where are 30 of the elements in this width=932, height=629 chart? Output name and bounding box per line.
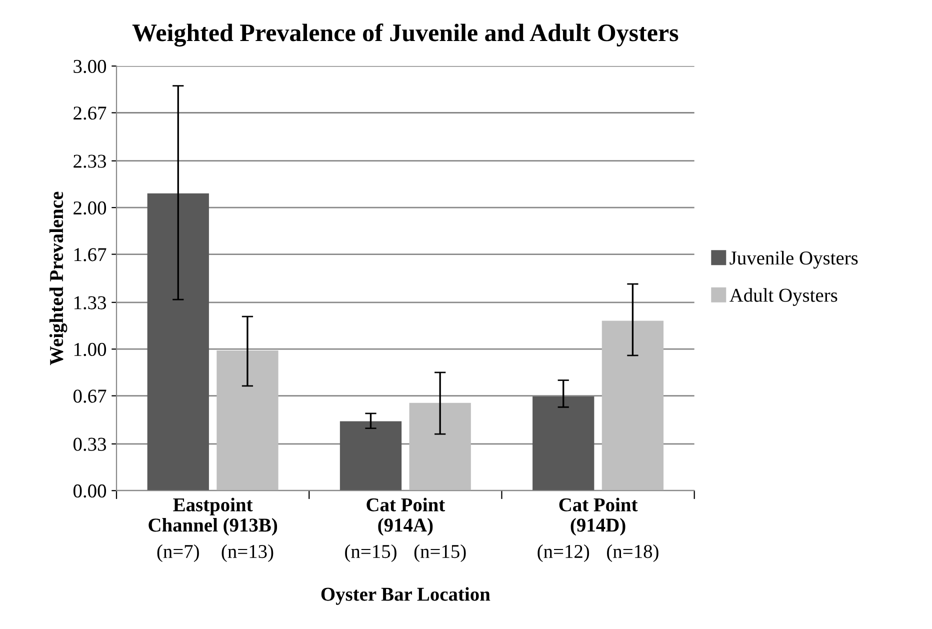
x-tick-label: Eastpoint Channel (913B) xyxy=(148,498,278,536)
text: (n=7) xyxy=(157,544,199,562)
y-tick-label: 1.00 xyxy=(74,342,106,356)
bar xyxy=(216,350,278,491)
x-tick-label: Cat Point (914A) xyxy=(366,498,446,536)
chart-title: Weighted Prevalence of Juvenile and Adult Oysters xyxy=(132,23,678,47)
bar xyxy=(340,421,402,491)
text: (n=13) xyxy=(222,544,274,562)
text: (n=15) xyxy=(414,544,466,562)
y-tick-label: 1.33 xyxy=(74,296,106,310)
y-axis-title: Weighted Prevalence xyxy=(49,192,68,366)
x-axis-title: Oyster Bar Location xyxy=(321,587,490,605)
bar xyxy=(147,193,209,491)
text: (n=12) xyxy=(538,544,590,562)
bar xyxy=(532,396,594,491)
y-tick-label: 2.33 xyxy=(74,154,106,168)
y-tick-label: 0.00 xyxy=(73,484,106,498)
bar xyxy=(602,320,664,491)
y-tick-label: 3.00 xyxy=(74,60,106,74)
y-tick-label: 0.33 xyxy=(73,438,106,451)
text: (n=18) xyxy=(607,544,658,562)
bar xyxy=(409,402,471,491)
text: (n=15) xyxy=(345,544,396,562)
y-tick-label: 2.00 xyxy=(74,201,106,215)
y-tick-label: 0.67 xyxy=(73,390,106,403)
legend-label: Juvenile Oysters xyxy=(730,250,858,269)
legend-label: Adult Oysters xyxy=(730,288,838,306)
y-tick-label: 2.67 xyxy=(74,106,106,120)
x-tick-label: Cat Point (914D) xyxy=(559,498,638,536)
y-tick-label: 1.67 xyxy=(74,248,106,262)
